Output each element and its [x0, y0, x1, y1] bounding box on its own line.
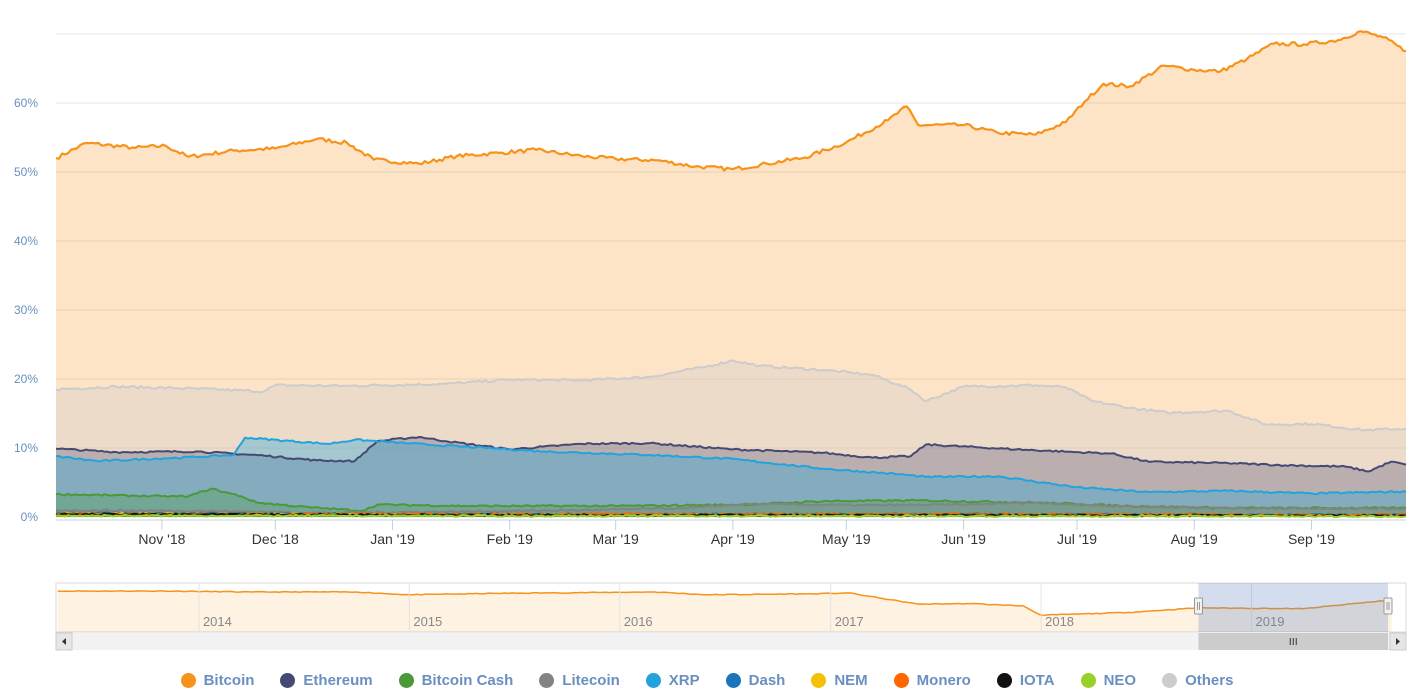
legend-item-nem[interactable]: NEM [811, 671, 868, 689]
x-tick-label: Aug '19 [1171, 531, 1218, 547]
x-tick-label: Jan '19 [370, 531, 415, 547]
legend-marker-icon [1080, 672, 1096, 688]
legend-marker-icon [539, 672, 555, 688]
y-tick-label: 10% [14, 441, 38, 455]
scrollbar-track[interactable] [56, 633, 1406, 650]
x-tick-label: Jun '19 [941, 531, 986, 547]
legend-item-bitcoin[interactable]: Bitcoin [180, 671, 255, 689]
scroll-right-button[interactable] [1389, 632, 1407, 651]
legend-item-monero[interactable]: Monero [893, 671, 971, 689]
y-tick-label: 50% [14, 165, 38, 179]
x-tick-label: Dec '18 [252, 531, 299, 547]
legend-item-litecoin[interactable]: Litecoin [539, 672, 620, 689]
line-ethereum [55, 436, 1407, 473]
series-lines [55, 30, 1407, 518]
y-axis: 0% 10% 20% 30% 40% 50% 60% [14, 96, 38, 524]
x-axis: Nov '18 Dec '18 Jan '19 Feb '19 Mar '19 Apr '… [56, 519, 1406, 547]
area-ethereum [56, 437, 1406, 517]
legend-label: Ethereum [303, 671, 373, 689]
legend-label: Dash [748, 671, 786, 689]
legend-label: NEM [834, 671, 868, 689]
navigator-selected-range[interactable] [1198, 583, 1388, 632]
y-tick-label: 0% [21, 510, 39, 524]
legend-label: Others [1185, 671, 1234, 689]
y-tick-label: 30% [14, 303, 38, 317]
navigator[interactable]: 2014 2015 2016 2017 2018 2019 [55, 582, 1407, 651]
y-tick-label: 60% [14, 96, 38, 110]
scroll-left-button[interactable] [55, 632, 73, 651]
legend-item-ethereum[interactable]: Ethereum [280, 671, 373, 689]
area-bitcoin-cash [56, 488, 1406, 517]
x-tick-label: Jul '19 [1057, 531, 1097, 547]
navigator-year-label: 2014 [203, 614, 232, 629]
navigator-year-label: 2019 [1256, 614, 1285, 629]
x-tick-label: Mar '19 [593, 531, 639, 547]
legend-item-neo[interactable]: NEO [1080, 671, 1137, 689]
line-litecoin [55, 501, 1407, 515]
legend-label: Bitcoin [203, 671, 255, 689]
line-others [55, 359, 1407, 432]
chevron-right-icon [1396, 638, 1400, 645]
legend-label: Monero [916, 671, 971, 689]
series-areas [56, 31, 1406, 517]
line-xrp [55, 436, 1407, 496]
legend-label: Litecoin [562, 671, 620, 689]
legend-label: XRP [668, 671, 700, 689]
legend-label: Bitcoin Cash [421, 671, 514, 689]
navigator-right-handle[interactable] [1383, 597, 1393, 615]
legend-marker-icon [725, 672, 741, 688]
y-tick-label: 20% [14, 372, 38, 386]
area-others [56, 360, 1406, 517]
navigator-frame [55, 582, 1407, 633]
line-neo [55, 513, 1407, 518]
legend-marker-icon [180, 672, 196, 688]
chevron-left-icon [62, 638, 66, 645]
legend-marker-icon [398, 672, 414, 688]
x-tick-label: Sep '19 [1288, 531, 1335, 547]
legend-marker-icon [893, 672, 909, 688]
legend-marker-icon [645, 672, 661, 688]
navigator-area [57, 590, 1392, 632]
navigator-year-label: 2017 [835, 614, 864, 629]
line-bitcoin [55, 30, 1407, 172]
legend-marker-icon [811, 672, 827, 688]
area-xrp [56, 437, 1406, 517]
legend-item-dash[interactable]: Dash [725, 671, 786, 689]
legend-item-bitcoin-cash[interactable]: Bitcoin Cash [398, 671, 514, 689]
y-tick-label: 40% [14, 234, 38, 248]
legend-item-others[interactable]: Others [1162, 672, 1233, 689]
navigator-year-label: 2015 [413, 614, 442, 629]
navigator-left-handle[interactable] [1193, 597, 1203, 615]
legend-marker-icon [280, 672, 296, 688]
legend-item-xrp[interactable]: XRP [645, 671, 700, 689]
x-tick-label: Apr '19 [711, 531, 755, 547]
legend-label: NEO [1103, 671, 1137, 689]
legend-label: IOTA [1019, 671, 1055, 689]
dominance-chart: 0% 10% 20% 30% 40% 50% 60% Nov '18 Dec '18 Jan '… [14, 30, 1407, 651]
x-tick-label: Feb '19 [487, 531, 533, 547]
legend: Bitcoin Ethereum Bitcoin Cash Litecoin XRP Da… [0, 668, 1414, 692]
grid-lines [56, 33, 1406, 518]
legend-marker-icon [1162, 672, 1178, 688]
legend-item-iota[interactable]: IOTA [996, 671, 1055, 689]
navigator-year-label: 2018 [1045, 614, 1074, 629]
x-tick-label: Nov '18 [138, 531, 185, 547]
legend-marker-icon [996, 672, 1012, 688]
navigator-line [57, 590, 1392, 616]
navigator-year-label: 2016 [624, 614, 653, 629]
area-bitcoin [56, 31, 1406, 517]
x-tick-label: May '19 [822, 531, 871, 547]
